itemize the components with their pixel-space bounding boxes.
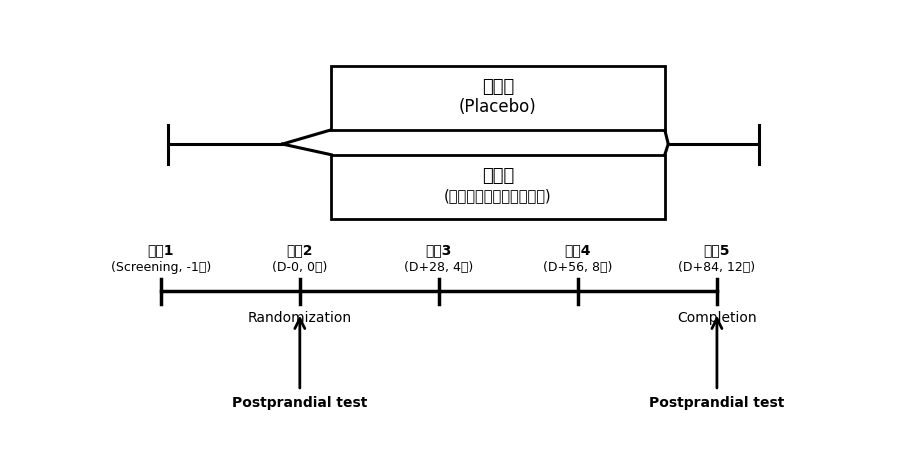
Bar [331,66,665,130]
Text: (D+28, 4주): (D+28, 4주) [405,260,474,274]
Text: (D+56, 8주): (D+56, 8주) [544,260,613,274]
Text: 시험군: 시험군 [482,167,514,185]
Text: (D-0, 0주): (D-0, 0주) [272,260,327,274]
Text: 방문2: 방문2 [286,244,313,258]
Text: 대조군: 대조군 [482,78,514,96]
Text: 방문5: 방문5 [703,244,730,258]
Text: Postprandial test: Postprandial test [232,396,368,410]
Text: (Placebo): (Placebo) [459,98,536,116]
Text: 방문3: 방문3 [426,244,452,258]
Bar [331,155,665,219]
Text: (Screening, -1주): (Screening, -1주) [110,260,211,274]
Text: (씨폴리놀감태주정추출물): (씨폴리놀감태주정추출물) [444,188,552,203]
Text: Postprandial test: Postprandial test [649,396,785,410]
Text: Randomization: Randomization [248,311,352,325]
Text: 방문4: 방문4 [564,244,591,258]
Text: 방문1: 방문1 [147,244,174,258]
Text: (D+84, 12주): (D+84, 12주) [678,260,755,274]
Text: Completion: Completion [677,311,757,325]
